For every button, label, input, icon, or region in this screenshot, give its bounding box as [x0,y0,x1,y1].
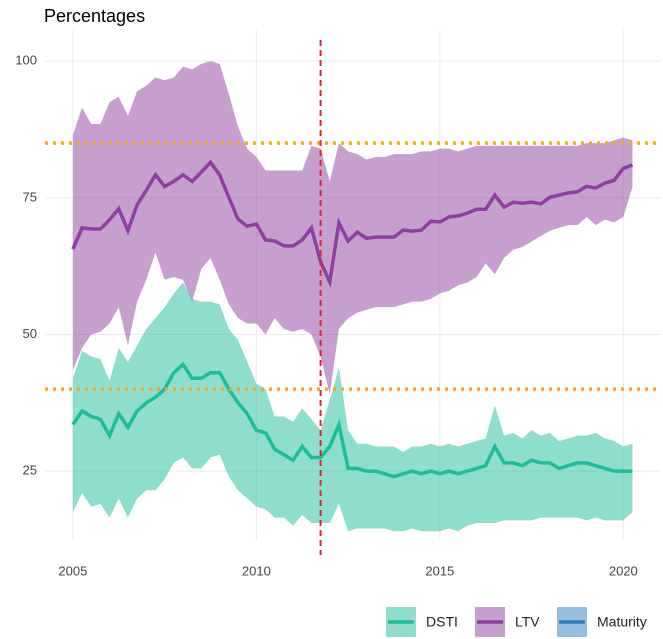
line [71,361,633,479]
x-tick-label: 2020 [609,563,638,578]
x-tick-label: 2010 [242,563,271,578]
legend-label: LTV [515,614,540,630]
legend-label: Maturity [597,614,647,630]
y-tick-label: 50 [23,326,37,341]
chart-title: Percentages [44,6,145,26]
y-tick-label: 75 [23,189,37,204]
band [72,282,633,532]
y-tick-label: 25 [23,463,37,478]
y-tick-label: 100 [15,53,37,68]
legend-label: DSTI [426,614,458,630]
band [72,61,633,395]
line [71,159,634,289]
x-tick-label: 2005 [58,563,87,578]
x-tick-label: 2015 [425,563,454,578]
